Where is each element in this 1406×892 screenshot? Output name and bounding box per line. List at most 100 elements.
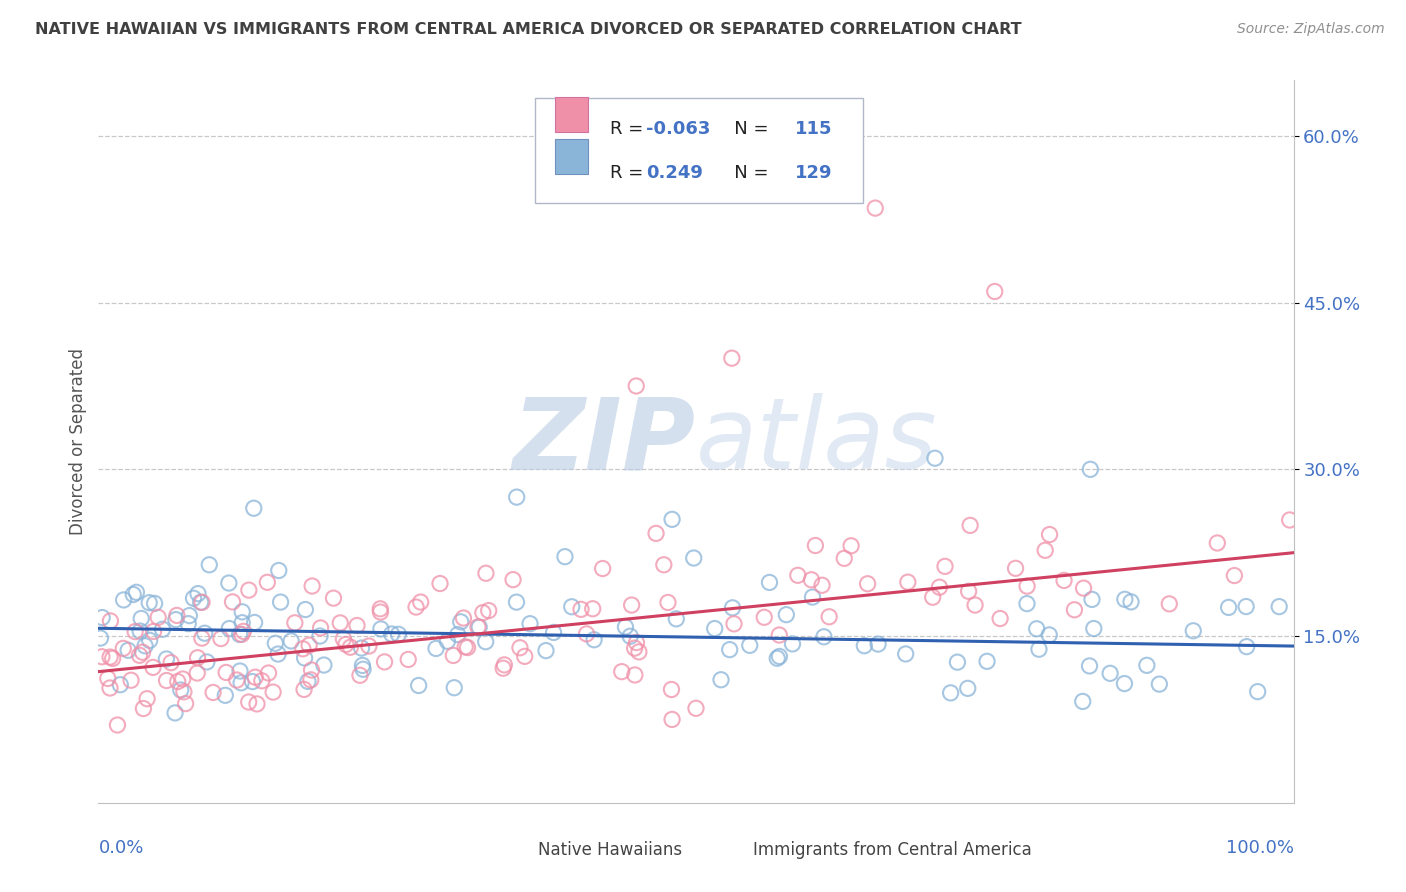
Point xyxy=(101,651,124,665)
Point xyxy=(626,379,648,393)
Point xyxy=(1015,579,1038,593)
Point xyxy=(856,576,879,591)
Point xyxy=(142,624,165,639)
Point xyxy=(280,634,302,648)
Point xyxy=(238,695,260,709)
Point xyxy=(921,591,943,605)
Text: atlas: atlas xyxy=(696,393,938,490)
Point xyxy=(284,615,307,630)
Point xyxy=(988,611,1011,625)
Point xyxy=(1028,642,1050,657)
Point xyxy=(661,682,683,697)
Point xyxy=(738,638,761,652)
Point xyxy=(623,641,645,656)
Point xyxy=(215,665,238,680)
Point xyxy=(122,587,145,601)
Point xyxy=(1080,462,1102,476)
Point xyxy=(152,622,174,636)
Point xyxy=(136,691,159,706)
Point xyxy=(661,713,683,727)
Point xyxy=(569,602,592,616)
FancyBboxPatch shape xyxy=(499,836,529,863)
Point xyxy=(107,718,129,732)
Point xyxy=(1071,694,1094,708)
Point xyxy=(298,638,321,652)
Point xyxy=(301,663,323,677)
Point xyxy=(897,575,920,590)
Text: 115: 115 xyxy=(796,120,832,138)
Point xyxy=(984,285,1007,299)
Point xyxy=(1081,592,1104,607)
Point xyxy=(1247,684,1270,698)
Point xyxy=(98,681,121,695)
Point xyxy=(90,649,112,664)
Point xyxy=(357,639,380,653)
Point xyxy=(89,631,111,645)
Point xyxy=(865,201,887,215)
Point xyxy=(138,633,160,648)
Text: N =: N = xyxy=(717,120,775,138)
Point xyxy=(98,650,121,665)
Point xyxy=(766,651,789,665)
Point xyxy=(928,580,950,594)
Point xyxy=(124,624,146,639)
Point xyxy=(627,645,650,659)
Point xyxy=(721,600,744,615)
Point xyxy=(475,566,498,581)
Point xyxy=(267,647,290,661)
Point xyxy=(125,585,148,599)
Point xyxy=(373,655,395,669)
Point xyxy=(575,627,598,641)
Text: 0.0%: 0.0% xyxy=(98,838,143,857)
Point xyxy=(1033,543,1056,558)
Text: 129: 129 xyxy=(796,164,832,182)
Point xyxy=(218,576,240,591)
Point xyxy=(312,658,335,673)
Point xyxy=(1234,599,1257,614)
Point xyxy=(186,666,208,681)
Point xyxy=(246,697,269,711)
Point xyxy=(934,559,956,574)
Point xyxy=(800,573,823,587)
Point xyxy=(782,637,804,651)
Point xyxy=(1218,600,1240,615)
Point xyxy=(243,615,266,630)
Point xyxy=(267,564,290,578)
Point xyxy=(291,641,314,656)
Point xyxy=(292,682,315,697)
Text: N =: N = xyxy=(717,164,775,182)
Point xyxy=(450,615,472,629)
Point xyxy=(187,586,209,600)
Point xyxy=(1038,628,1060,642)
Point xyxy=(506,490,529,504)
Text: R =: R = xyxy=(610,164,655,182)
Point xyxy=(1078,659,1101,673)
Text: NATIVE HAWAIIAN VS IMMIGRANTS FROM CENTRAL AMERICA DIVORCED OR SEPARATED CORRELA: NATIVE HAWAIIAN VS IMMIGRANTS FROM CENTR… xyxy=(35,22,1022,37)
Point xyxy=(1114,592,1136,607)
Point xyxy=(214,689,236,703)
Point xyxy=(478,604,501,618)
Point xyxy=(652,558,675,572)
Point xyxy=(610,665,633,679)
Point xyxy=(723,616,745,631)
Point xyxy=(270,595,292,609)
Point xyxy=(190,595,212,609)
Point xyxy=(614,620,637,634)
Point xyxy=(624,668,647,682)
Point xyxy=(1083,622,1105,636)
Point xyxy=(457,640,479,655)
Point xyxy=(129,624,152,638)
Point xyxy=(894,647,917,661)
Point xyxy=(352,662,374,676)
Point xyxy=(299,673,322,687)
Point xyxy=(685,701,707,715)
Point xyxy=(509,640,531,655)
Point xyxy=(322,591,344,606)
Point xyxy=(436,634,458,648)
Point xyxy=(100,614,122,628)
Point xyxy=(1278,513,1301,527)
Point xyxy=(441,648,464,663)
Point xyxy=(370,622,392,636)
Point xyxy=(131,645,153,659)
Point xyxy=(209,632,232,646)
